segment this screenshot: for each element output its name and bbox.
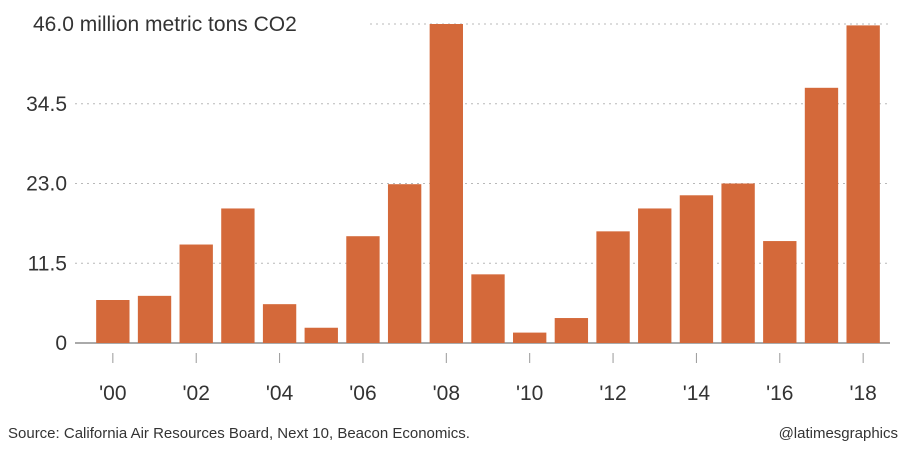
y-axis-labels: 0 11.5 23.0 34.5 46.0 million metric tons CO…	[26, 13, 297, 355]
bar-2000	[96, 300, 130, 343]
bar-2007	[387, 184, 422, 343]
bar-2006	[346, 236, 380, 343]
x-tick-label: '06	[349, 382, 376, 405]
x-tick-label: '08	[433, 382, 460, 405]
x-tick-label: '04	[266, 382, 294, 405]
y-tick-label: 0	[55, 332, 67, 355]
x-tick-label: '10	[516, 382, 543, 405]
bar-2003	[221, 208, 255, 343]
y-tick-label: 23.0	[26, 173, 67, 196]
x-tick-label: '16	[766, 382, 793, 405]
bar-2008	[429, 24, 463, 343]
bar-2017	[804, 87, 839, 343]
x-axis: '00 '02 '04 '06 '08 '10 '12 '14 '16 '18	[99, 353, 877, 405]
bar-2013	[638, 208, 672, 343]
bar-2016	[763, 241, 797, 343]
bar-2015	[721, 183, 755, 343]
credit-text: @latimesgraphics	[778, 425, 898, 442]
x-tick-label: '18	[849, 382, 876, 405]
x-tick-label: '02	[183, 382, 210, 405]
bar-2011	[554, 318, 589, 343]
y-tick-label: 34.5	[26, 93, 67, 116]
bar-chart: '00 '02 '04 '06 '08 '10 '12 '14 '16 '18 0 11.5 23.0…	[26, 13, 890, 405]
bar-2018	[846, 25, 880, 343]
bar-2001	[137, 295, 172, 343]
bar-2005	[304, 327, 338, 343]
source-note: Source: California Air Resources Board, …	[8, 425, 470, 442]
y-tick-label-top: 46.0 million metric tons CO2	[33, 13, 297, 36]
bar-2009	[471, 274, 505, 343]
bar-2010	[513, 332, 547, 343]
bar-2012	[596, 231, 630, 343]
bars	[96, 24, 880, 343]
y-tick-label: 11.5	[28, 252, 67, 275]
x-tick-label: '12	[599, 382, 626, 405]
bar-2002	[179, 244, 213, 343]
x-tick-label: '14	[683, 382, 711, 405]
bar-2014	[679, 195, 714, 343]
bar-2004	[262, 304, 297, 343]
x-tick-label: '00	[99, 382, 126, 405]
